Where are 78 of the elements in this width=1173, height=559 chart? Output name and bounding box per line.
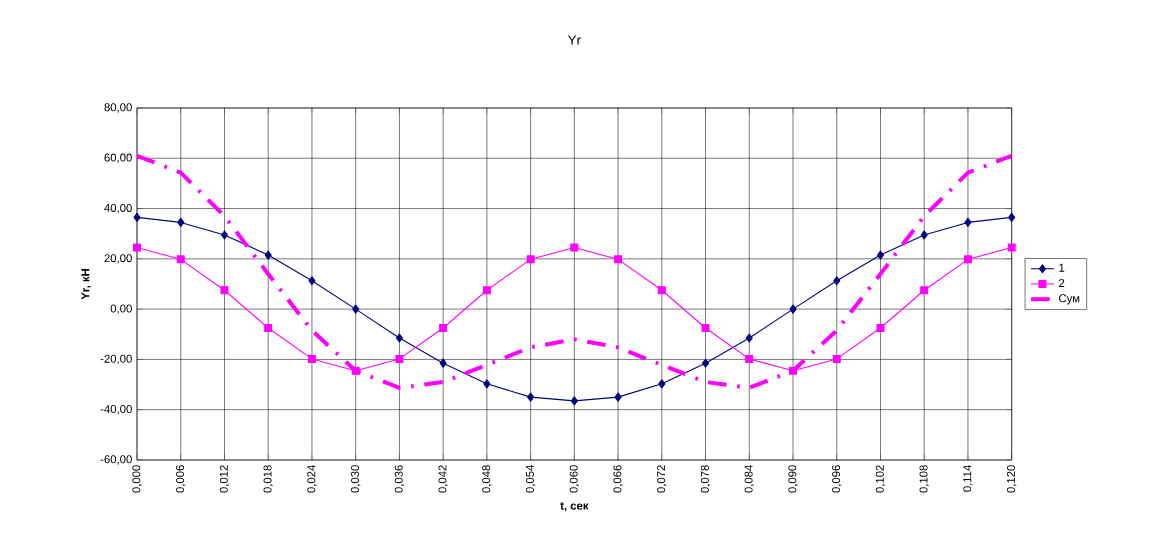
point bbox=[526, 255, 535, 264]
point bbox=[920, 286, 929, 295]
x-tick-label: 0,120 bbox=[1007, 465, 1017, 493]
x-tick-label: 0,102 bbox=[875, 465, 886, 493]
x-tick-label: 0,084 bbox=[744, 465, 754, 493]
point bbox=[439, 358, 447, 368]
point bbox=[351, 366, 360, 375]
point bbox=[701, 323, 710, 332]
y-tick-label: -60,00 bbox=[100, 455, 132, 465]
x-tick-label: 0,006 bbox=[176, 465, 186, 493]
point bbox=[483, 379, 491, 389]
x-tick-label: 0,030 bbox=[351, 465, 361, 493]
point bbox=[220, 230, 229, 240]
x-tick-label: 0,000 bbox=[132, 465, 142, 493]
x-tick-label: 0,012 bbox=[219, 465, 230, 493]
point bbox=[264, 323, 273, 332]
point bbox=[963, 255, 972, 264]
x-axis-title: t, сек bbox=[560, 502, 589, 512]
x-tick-label: 0,096 bbox=[832, 465, 842, 493]
point bbox=[570, 396, 578, 406]
point bbox=[833, 276, 841, 286]
y-tick-label: 0,00 bbox=[110, 304, 132, 314]
y-tick-label: 40,00 bbox=[104, 203, 132, 214]
point bbox=[657, 286, 666, 295]
point bbox=[1008, 212, 1016, 222]
point bbox=[920, 230, 928, 240]
x-tick-label: 0,054 bbox=[525, 465, 536, 493]
x-tick-label: 0,072 bbox=[657, 465, 667, 493]
x-tick-label: 0,048 bbox=[482, 465, 492, 493]
point bbox=[745, 333, 753, 343]
x-tick-label: 0,018 bbox=[263, 465, 273, 493]
point bbox=[395, 354, 404, 363]
point bbox=[876, 250, 885, 260]
x-tick-label: 0,036 bbox=[394, 465, 405, 493]
point bbox=[964, 217, 972, 227]
line-series bbox=[137, 153, 1012, 390]
x-tick-label: 0,024 bbox=[307, 465, 317, 493]
point bbox=[439, 323, 448, 332]
point bbox=[482, 286, 491, 295]
x-tick-label: 0,108 bbox=[919, 465, 929, 493]
legend-label: 2 bbox=[1059, 278, 1065, 287]
point bbox=[789, 366, 798, 375]
point bbox=[176, 255, 185, 264]
x-tick-label: 0,066 bbox=[613, 465, 623, 493]
point bbox=[133, 212, 141, 222]
chart-title: Yr bbox=[567, 35, 581, 45]
point bbox=[220, 286, 229, 295]
point bbox=[308, 276, 316, 286]
legend-label: 1 bbox=[1059, 263, 1065, 272]
y-tick-label: -20,00 bbox=[100, 354, 132, 365]
point bbox=[614, 392, 622, 402]
point bbox=[177, 217, 185, 227]
legend-label: Сум bbox=[1059, 294, 1080, 305]
point bbox=[876, 323, 885, 332]
point bbox=[133, 243, 142, 252]
point bbox=[352, 304, 360, 314]
x-tick-label: 0,114 bbox=[963, 465, 973, 492]
point bbox=[527, 392, 535, 402]
y-tick-label: -40,00 bbox=[100, 405, 132, 415]
point bbox=[745, 354, 754, 363]
x-tick-label: 0,078 bbox=[700, 465, 711, 493]
point bbox=[307, 354, 316, 363]
y-tick-label: 60,00 bbox=[104, 153, 132, 163]
point bbox=[789, 304, 797, 314]
y-tick-label: 80,00 bbox=[104, 103, 132, 113]
point bbox=[832, 354, 841, 363]
y-tick-label: 20,00 bbox=[104, 254, 132, 264]
point bbox=[264, 250, 272, 260]
point bbox=[614, 255, 623, 264]
point bbox=[1007, 243, 1016, 252]
x-tick-label: 0,090 bbox=[788, 465, 798, 493]
point bbox=[570, 243, 579, 252]
x-tick-label: 0,060 bbox=[569, 465, 580, 493]
point bbox=[702, 358, 710, 368]
x-tick-label: 0,042 bbox=[438, 465, 448, 493]
y-axis-title: Yr, кН bbox=[81, 269, 92, 300]
point bbox=[395, 333, 403, 343]
point bbox=[658, 379, 666, 389]
